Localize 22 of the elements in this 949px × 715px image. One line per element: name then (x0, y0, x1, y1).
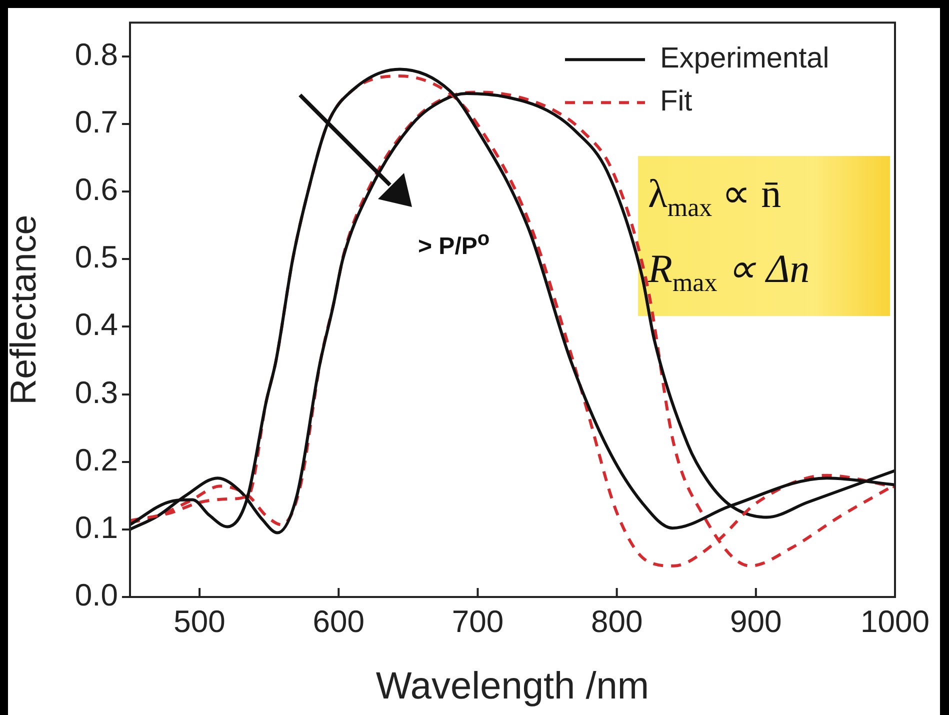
x-tick-label: 1000 (860, 604, 930, 640)
y-tick-label: 0.3 (74, 374, 118, 410)
y-tick-label: 0.5 (74, 240, 118, 275)
annotation: R$_{max}$ ∝ Δn (648, 245, 810, 298)
x-tick-label: 900 (730, 604, 782, 640)
y-tick-label: 0.7 (74, 104, 118, 140)
y-axis-title: Reflectance (2, 214, 44, 405)
legend-label: Fit (660, 86, 692, 118)
x-axis-title: Wavelength /nm (376, 666, 650, 708)
y-tick-label: 0.2 (74, 442, 118, 478)
y-tick-label: 0.6 (74, 172, 118, 208)
y-tick-label: 0.4 (74, 307, 118, 342)
annotation: λ$_{max}$ ∝ n̄ (648, 170, 782, 223)
x-tick-label: 800 (590, 604, 643, 640)
x-tick-label: 700 (452, 604, 504, 640)
y-tick-label: 0.1 (74, 510, 118, 545)
y-tick-label: 0.8 (74, 36, 118, 72)
annotation: > P/P$^{o}$ (418, 228, 490, 261)
x-tick-label: 500 (174, 604, 226, 640)
y-tick-label: 0.0 (74, 578, 118, 613)
x-tick-label: 600 (312, 604, 365, 640)
legend-label: Experimental (660, 42, 830, 75)
